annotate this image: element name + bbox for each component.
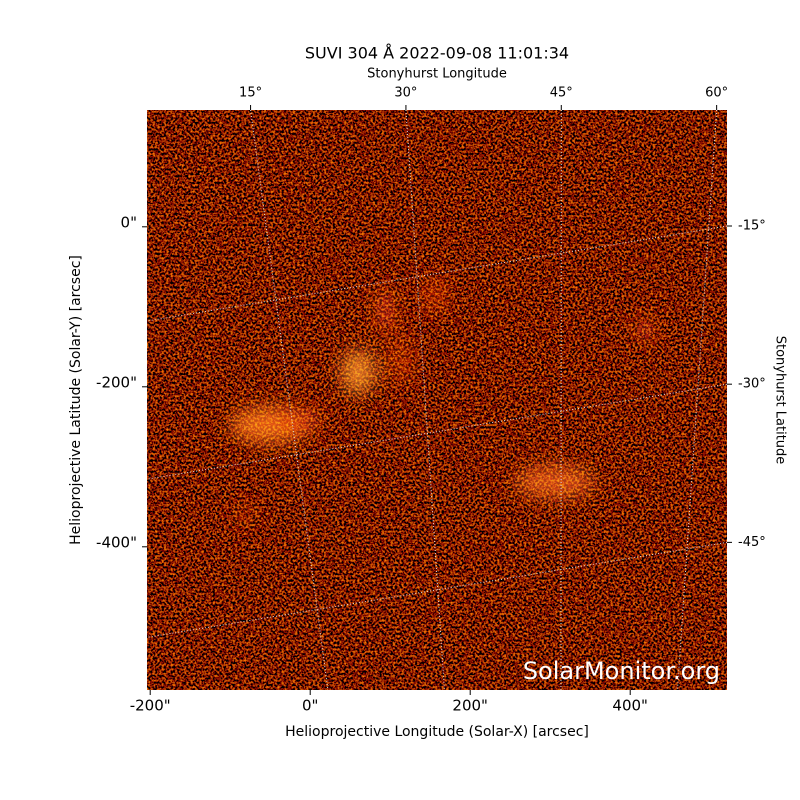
y-tick-label: -400" (96, 533, 137, 551)
chart-title: SUVI 304 Å 2022-09-08 11:01:34 (305, 44, 569, 63)
x-tick-label: 0" (302, 697, 318, 715)
solar-image (147, 110, 727, 690)
x-tick-label: 400" (612, 697, 648, 715)
y2-tick-label: -30° (738, 377, 766, 392)
y2-axis-label: Stonyhurst Latitude (773, 336, 788, 465)
y-axis-label: Helioprojective Latitude (Solar-Y) [arcs… (68, 255, 84, 545)
y2-tick-label: -45° (738, 535, 766, 550)
latitude-grid-line (146, 383, 728, 480)
x2-tick-label: 15° (239, 86, 262, 101)
x2-tick-label: 45° (550, 86, 573, 101)
longitude-grid-line (676, 109, 718, 691)
x2-tick-label: 30° (394, 86, 417, 101)
x2-tick-label: 60° (705, 86, 728, 101)
x-axis-label: Helioprojective Longitude (Solar-X) [arc… (285, 724, 589, 740)
x-tick-label: -200" (130, 697, 171, 715)
x-tick-label: 200" (452, 697, 488, 715)
watermark: SolarMonitor.org (523, 657, 720, 685)
y-tick-label: 0" (121, 213, 137, 231)
longitude-grid-line (405, 109, 445, 691)
latitude-grid-line (146, 225, 728, 322)
y-tick-label: -200" (96, 373, 137, 391)
latitude-grid-line (146, 541, 728, 638)
y2-tick-label: -15° (738, 219, 766, 234)
x2-axis-label: Stonyhurst Longitude (367, 67, 507, 82)
